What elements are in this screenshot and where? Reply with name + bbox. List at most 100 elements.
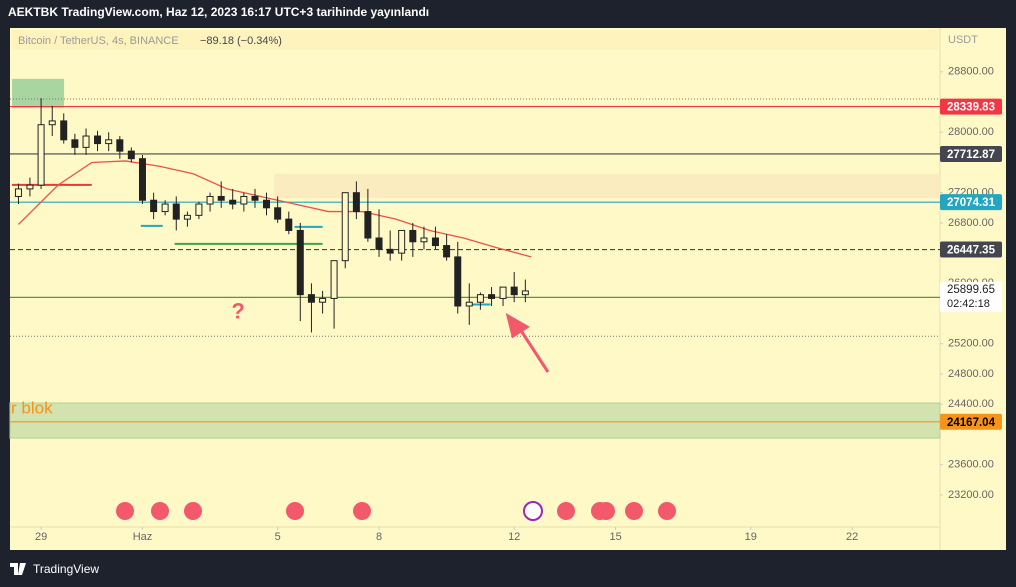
legend-bg xyxy=(12,30,938,50)
candle-body xyxy=(375,237,383,250)
arrow xyxy=(505,312,550,373)
y-tick-label: 25200.00 xyxy=(948,338,994,350)
candle-body xyxy=(386,248,394,254)
candle-body xyxy=(172,203,180,220)
candle-body xyxy=(37,124,45,186)
x-tick-label: 29 xyxy=(35,531,47,543)
footer xyxy=(0,554,1016,587)
candle-body xyxy=(431,237,439,247)
candle-body xyxy=(94,135,102,145)
logo xyxy=(10,563,26,575)
level-label: 27712.87 xyxy=(947,149,995,161)
candle-body xyxy=(285,218,293,231)
candle-body xyxy=(521,290,529,296)
candle-body xyxy=(352,192,360,213)
y-tick-label: 28000.00 xyxy=(948,126,994,138)
level-label-bg xyxy=(940,98,1002,115)
candle-body xyxy=(307,294,315,303)
candle-body xyxy=(127,150,135,160)
event-flag xyxy=(184,502,202,520)
annotation: ? xyxy=(231,299,244,324)
candle-body xyxy=(319,297,327,303)
event-flag xyxy=(353,502,371,520)
level-label: 24167.04 xyxy=(947,417,996,429)
level-label-bg xyxy=(940,413,1002,430)
level-label: 27074.31 xyxy=(947,197,996,209)
candle-body xyxy=(330,260,338,299)
candle-body xyxy=(138,158,146,201)
brand: TradingView xyxy=(33,562,99,576)
y-tick-label: 28800.00 xyxy=(948,66,994,78)
candle-body xyxy=(420,237,428,243)
event-flag xyxy=(557,502,575,520)
level-label-bg xyxy=(940,145,1002,162)
event-flag xyxy=(151,502,169,520)
candle-body xyxy=(26,184,34,190)
y-tick-label: 26800.00 xyxy=(948,217,994,229)
x-tick-label: 5 xyxy=(275,531,281,543)
y-tick-label: 23600.00 xyxy=(948,459,994,471)
event-flag xyxy=(625,502,643,520)
x-tick-label: 12 xyxy=(508,531,520,543)
x-tick-label: 15 xyxy=(609,531,621,543)
candle-body xyxy=(71,139,79,148)
candle-body xyxy=(82,135,90,148)
plot: r blok? xyxy=(9,78,941,439)
y-tick-label: 24400.00 xyxy=(948,398,994,410)
candle-body xyxy=(499,286,507,299)
last-price-bg xyxy=(940,281,1002,312)
candle-body xyxy=(116,139,124,152)
candle-body xyxy=(296,229,304,296)
candle-body xyxy=(183,214,191,220)
candle-body xyxy=(229,199,237,205)
candle-body xyxy=(105,139,113,145)
candle-body xyxy=(398,229,406,254)
candle-body xyxy=(262,199,270,209)
zone xyxy=(12,78,65,108)
y-tick-label: 23200.00 xyxy=(948,489,994,501)
candle-body xyxy=(409,229,417,243)
candle-body xyxy=(454,256,462,307)
candle-body xyxy=(217,195,225,201)
candle-body xyxy=(195,203,203,216)
candle-body xyxy=(341,192,349,262)
x-tick-label: Haz xyxy=(133,531,153,543)
candle-body xyxy=(161,203,169,213)
event-flag xyxy=(597,502,615,520)
candle-body xyxy=(364,211,372,239)
level-label-bg xyxy=(940,194,1002,211)
x-tick-label: 19 xyxy=(745,531,757,543)
x-tick-label: 22 xyxy=(846,531,858,543)
symbol: Bitcoin / TetherUS, 4s, BINANCE xyxy=(18,35,179,47)
countdown: 02:42:18 xyxy=(947,298,990,310)
candle-body xyxy=(274,207,282,220)
last-price: 25899.65 xyxy=(947,284,995,296)
event-flag xyxy=(286,502,304,520)
event-flag xyxy=(658,502,676,520)
header-title: AEKTBK TradingView.com, Haz 12, 2023 16:… xyxy=(8,5,429,19)
event-flag xyxy=(523,501,543,521)
change: −89.18 (−0.34%) xyxy=(200,35,282,47)
plot-bg xyxy=(10,28,1006,550)
candle-body xyxy=(443,245,451,258)
event-flags xyxy=(116,501,676,521)
zone xyxy=(9,402,941,439)
event-flag xyxy=(116,502,134,520)
candle-body xyxy=(251,195,259,201)
candle-body xyxy=(488,294,496,299)
x-tick-label: 8 xyxy=(376,531,382,543)
zone-label: r blok xyxy=(11,398,53,417)
y-tick-label: 24800.00 xyxy=(948,368,994,380)
candle-body xyxy=(476,294,484,303)
candle-body xyxy=(510,286,518,296)
candle-body xyxy=(48,120,56,126)
candle-body xyxy=(465,301,473,307)
level-label: 28339.83 xyxy=(947,102,995,114)
zone xyxy=(274,173,940,198)
level-label: 26447.35 xyxy=(947,245,996,257)
candle-body xyxy=(60,120,68,141)
candle-body xyxy=(14,188,22,197)
candle-body xyxy=(240,195,248,205)
